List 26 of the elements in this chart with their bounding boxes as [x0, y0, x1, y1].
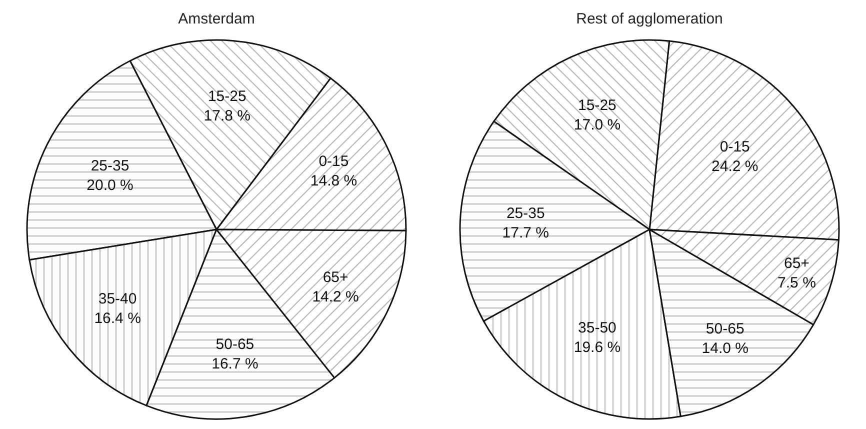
slice-label: 0-15 [318, 153, 349, 170]
data-label: 14.0 % [702, 340, 748, 358]
data-label: 17.8 % [204, 107, 250, 124]
slice-label: 25-35 [506, 204, 545, 222]
slice-label: 35-40 [98, 290, 137, 308]
slice-label: 65+ [784, 255, 810, 272]
data-label: 17.0 % [574, 116, 621, 134]
data-label: 14.2 % [312, 288, 359, 306]
slice-label: 15-25 [578, 97, 616, 114]
data-label: 17.7 % [502, 224, 549, 242]
chart-title: Rest of agglomeration [576, 10, 723, 28]
slice-label: 15-25 [208, 88, 246, 105]
slice-label: 50-65 [216, 336, 254, 354]
data-label: 19.6 % [574, 338, 621, 356]
slice-label: 65+ [322, 269, 348, 286]
slice-label: 0-15 [720, 138, 750, 156]
data-label: 16.4 % [94, 310, 141, 328]
slice-label: 25-35 [90, 157, 130, 174]
slice-label: 50-65 [706, 320, 744, 338]
data-label: 16.7 % [212, 356, 258, 373]
chart-title: Amsterdam [178, 10, 255, 28]
data-label: 14.8 % [310, 172, 358, 190]
data-label: 20.0 % [86, 176, 134, 194]
slice-label: 35-50 [578, 319, 616, 336]
data-label: 24.2 % [712, 158, 758, 175]
data-label: 7.5 % [778, 274, 816, 292]
